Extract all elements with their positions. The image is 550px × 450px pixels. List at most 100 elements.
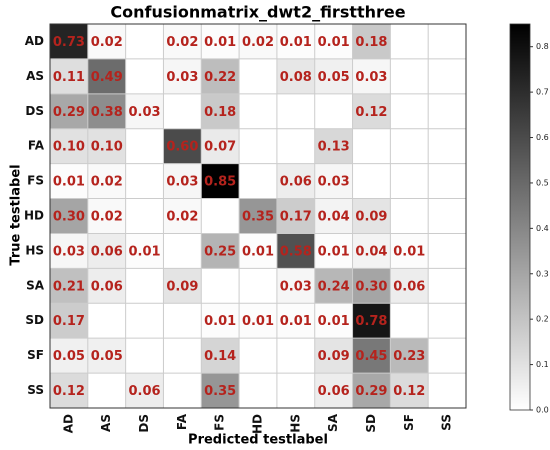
cell (163, 58, 202, 94)
value-label: 0.01 (280, 314, 312, 329)
cell (239, 198, 277, 234)
cell (125, 93, 164, 129)
value-label: 0.06 (393, 279, 425, 294)
cell (201, 24, 240, 59)
colorbar-tick-label: 0.6 (536, 133, 549, 142)
x-tick-label: SF (402, 414, 416, 431)
value-label: 0.01 (204, 35, 236, 50)
x-tick-label: SD (364, 414, 378, 433)
value-label: 0.02 (166, 210, 198, 225)
x-axis-label: Predicted testlabel (188, 433, 328, 448)
value-label: 0.22 (204, 70, 236, 85)
value-label: 0.38 (91, 105, 123, 120)
value-label: 0.03 (129, 105, 161, 120)
value-label: 0.05 (318, 70, 350, 85)
colorbar-tick-label: 0.7 (536, 88, 549, 97)
cell (87, 233, 126, 269)
cell (87, 338, 126, 374)
cell (163, 198, 202, 234)
value-label: 0.49 (91, 70, 123, 85)
colorbar-tick-label: 0.1 (536, 360, 549, 369)
y-tick-label: FA (28, 139, 45, 153)
value-label: 0.05 (53, 349, 85, 364)
cell (276, 24, 315, 59)
value-label: 0.24 (318, 279, 350, 294)
value-label: 0.03 (280, 279, 312, 294)
cell (352, 233, 391, 269)
value-label: 0.18 (355, 35, 387, 50)
cell (201, 338, 240, 374)
cell (276, 233, 315, 269)
value-label: 0.09 (355, 210, 387, 225)
cell (239, 303, 277, 339)
x-tick-label: SS (440, 414, 454, 431)
y-tick-label: DS (25, 104, 44, 118)
value-label: 0.02 (166, 35, 198, 50)
cell (201, 233, 240, 269)
value-label: 0.01 (393, 244, 425, 259)
value-label: 0.05 (91, 349, 123, 364)
cell (125, 373, 164, 408)
y-tick-label: AD (25, 34, 44, 48)
value-label: 0.78 (355, 314, 387, 329)
value-label: 0.02 (242, 35, 274, 50)
cell (352, 268, 391, 304)
value-label: 0.17 (53, 314, 85, 329)
cell (314, 58, 353, 94)
cell (314, 338, 353, 374)
cell (352, 303, 391, 339)
cell (50, 163, 88, 199)
plot-frame (49, 23, 467, 409)
x-tick-label: AD (61, 414, 75, 433)
cell (352, 198, 391, 234)
colorbar (509, 23, 531, 411)
x-tick-label: SA (326, 413, 340, 432)
value-label: 0.02 (91, 175, 123, 190)
cell (314, 303, 353, 339)
colorbar-tick-label: 0.8 (536, 42, 549, 51)
cell (352, 373, 391, 408)
value-label: 0.01 (242, 244, 274, 259)
x-tick-label: HD (251, 414, 265, 434)
cell (87, 163, 126, 199)
cell (50, 58, 88, 94)
cell (390, 268, 429, 304)
value-label: 0.01 (204, 314, 236, 329)
cell (87, 268, 126, 304)
value-label: 0.06 (280, 175, 312, 190)
cell (50, 93, 88, 129)
value-label: 0.09 (166, 279, 198, 294)
colorbar-tick-label: 0.3 (536, 269, 549, 278)
cell (163, 128, 202, 164)
x-tick-label: DS (137, 414, 151, 433)
x-tick-label: FA (175, 413, 189, 430)
value-label: 0.01 (318, 244, 350, 259)
value-label: 0.30 (355, 279, 387, 294)
cell (276, 198, 315, 234)
cell (50, 233, 88, 269)
x-tick-label: HS (288, 414, 302, 433)
value-label: 0.10 (91, 140, 123, 155)
cell (87, 24, 126, 59)
value-label: 0.29 (53, 105, 85, 120)
cell (163, 268, 202, 304)
cell (352, 24, 391, 59)
colorbar-tick-label: 0.4 (536, 224, 549, 233)
value-label: 0.17 (280, 210, 312, 225)
colorbar-tick-label: 0.2 (536, 315, 549, 324)
cell (163, 24, 202, 59)
value-label: 0.21 (53, 279, 85, 294)
value-label: 0.58 (280, 244, 312, 259)
value-label: 0.08 (280, 70, 312, 85)
cell (201, 163, 240, 199)
cell (314, 268, 353, 304)
value-label: 0.23 (393, 349, 425, 364)
value-label: 0.13 (318, 140, 350, 155)
value-label: 0.30 (53, 210, 85, 225)
value-label: 0.35 (204, 384, 236, 399)
cell (50, 24, 88, 59)
value-label: 0.14 (204, 349, 236, 364)
y-tick-label: SS (27, 383, 44, 397)
cell (276, 303, 315, 339)
